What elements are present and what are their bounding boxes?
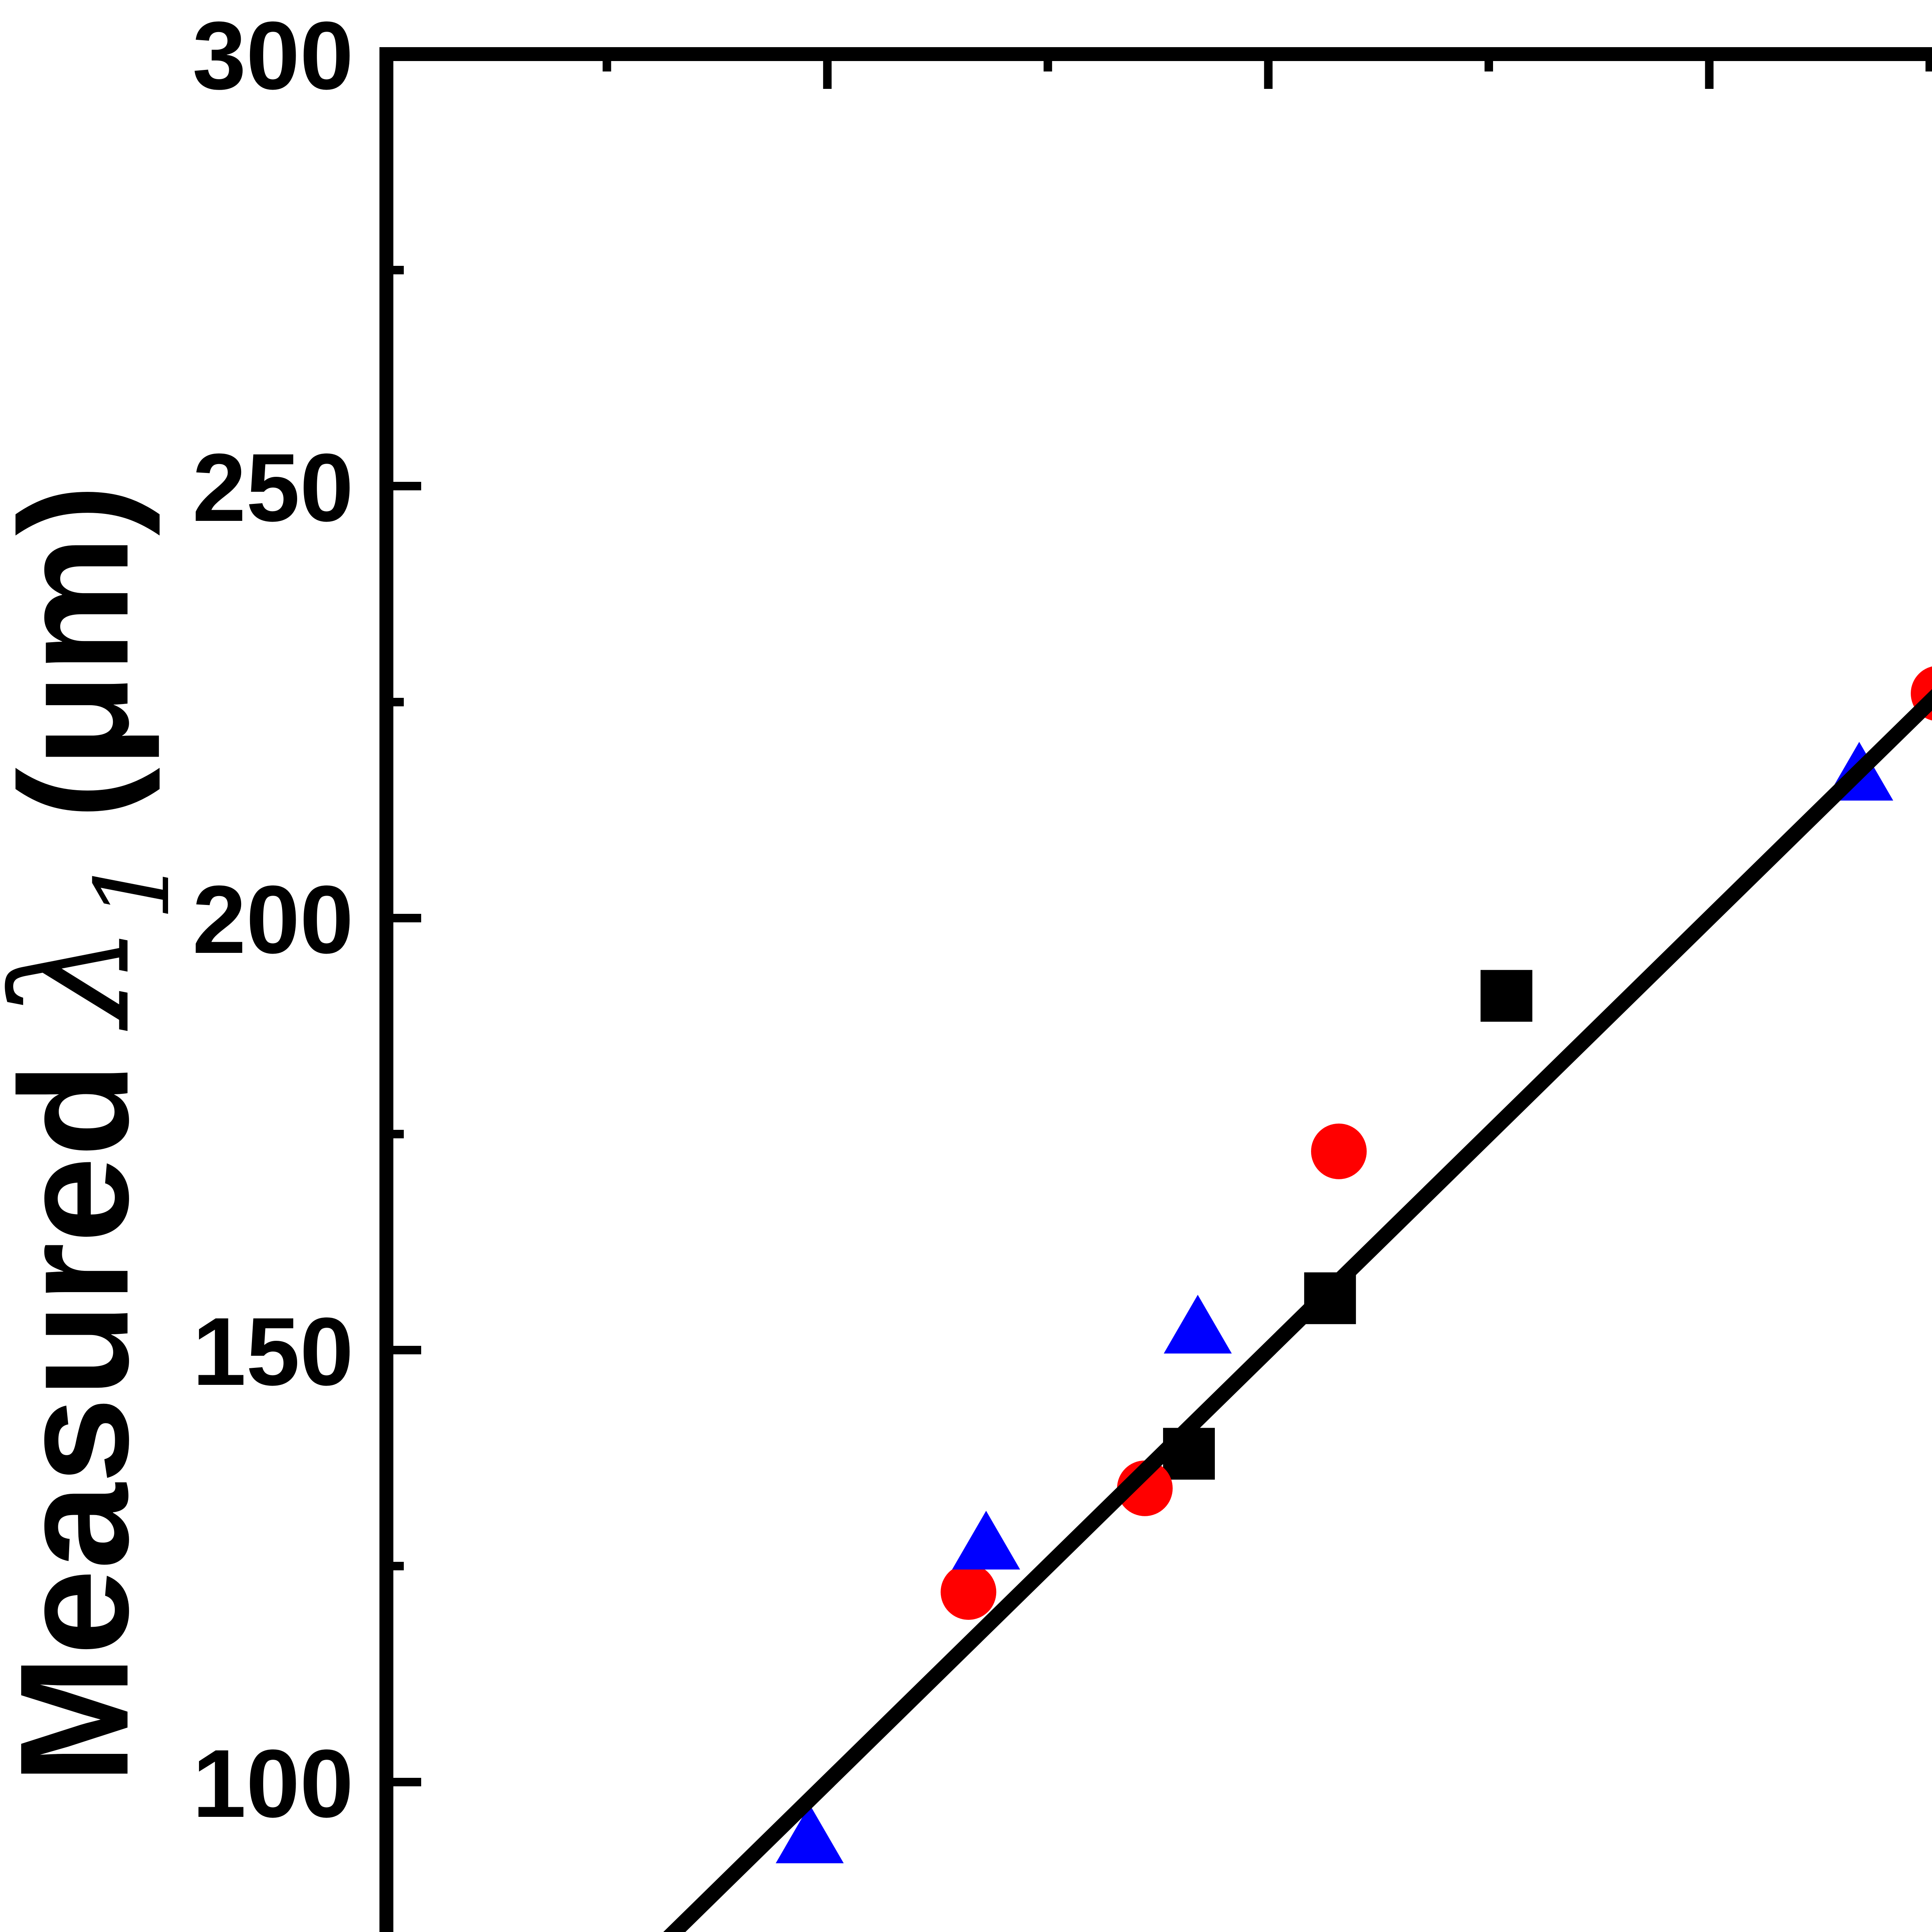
y-tick-labels: 50100150200250300 <box>192 2 354 1837</box>
circle-marker <box>940 1564 997 1620</box>
lambda-symbol: λ <box>0 924 165 1033</box>
y-tick-label: 250 <box>192 434 354 541</box>
axis-ticks <box>386 54 1932 1786</box>
triangle-marker <box>952 1510 1020 1570</box>
lambda-subscript: 1 <box>73 856 192 921</box>
identity-line <box>663 689 1932 1932</box>
y-tick-label: 150 <box>192 1298 354 1405</box>
data-layer <box>663 666 1932 1932</box>
series-g-18-k-mm <box>940 666 1932 1620</box>
triangle-marker <box>776 1804 844 1864</box>
y-tick-label: 300 <box>192 2 354 109</box>
y-axis-title: Measured λ1 (μm) <box>0 484 192 1784</box>
plot-frame <box>379 47 1932 1932</box>
y-tick-label: 200 <box>192 866 354 973</box>
square-marker <box>1480 970 1532 1022</box>
y-tick-label: 100 <box>192 1730 354 1837</box>
triangle-marker <box>1163 1294 1232 1354</box>
y-title-unit: (μm) <box>0 484 162 819</box>
circle-marker <box>1311 1123 1367 1179</box>
y-title-text: Measured <box>0 1063 160 1784</box>
